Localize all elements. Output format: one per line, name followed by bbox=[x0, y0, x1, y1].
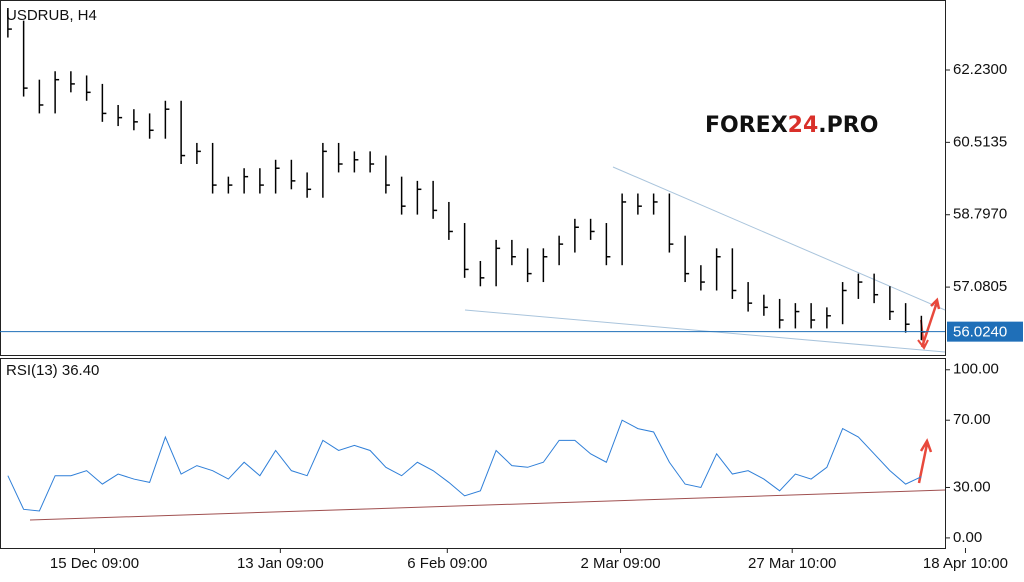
rsi-line bbox=[7, 419, 922, 512]
y-tick-label: 100.00 bbox=[953, 361, 999, 378]
y-tick-label: 30.00 bbox=[953, 478, 991, 495]
x-tick-label: 2 Mar 09:00 bbox=[581, 555, 661, 572]
y-tick-label: 70.00 bbox=[953, 411, 991, 428]
trend-line bbox=[612, 166, 946, 311]
watermark: FOREX24.PRO bbox=[705, 113, 878, 138]
x-tick-label: 6 Feb 09:00 bbox=[407, 555, 487, 572]
watermark-part: FOREX bbox=[705, 113, 788, 138]
trend-line bbox=[464, 309, 946, 353]
watermark-part: 24 bbox=[788, 113, 819, 138]
x-tick-label: 27 Mar 10:00 bbox=[748, 555, 836, 572]
y-tick-label: 62.2300 bbox=[953, 61, 1007, 78]
arrow bbox=[917, 438, 933, 484]
x-tick-label: 15 Dec 09:00 bbox=[50, 555, 139, 572]
rsi-frame bbox=[0, 358, 946, 549]
x-tick-label: 13 Jan 09:00 bbox=[237, 555, 324, 572]
y-tick-label: 58.7970 bbox=[953, 206, 1007, 223]
arrow bbox=[920, 297, 941, 348]
y-tick-label: 0.00 bbox=[953, 529, 982, 546]
current-price-label: 56.0240 bbox=[953, 324, 1007, 341]
y-tick-label: 60.5135 bbox=[953, 133, 1007, 150]
current-price-box bbox=[947, 321, 1023, 342]
price-frame bbox=[0, 0, 946, 356]
x-tick-label: 18 Apr 10:00 bbox=[923, 555, 1008, 572]
rsi-title: RSI(13) 36.40 bbox=[6, 362, 99, 379]
y-tick-label: 57.0805 bbox=[953, 278, 1007, 295]
trend-line bbox=[29, 489, 946, 521]
chart-title: USDRUB, H4 bbox=[6, 7, 97, 24]
watermark-part: .PRO bbox=[818, 113, 878, 138]
